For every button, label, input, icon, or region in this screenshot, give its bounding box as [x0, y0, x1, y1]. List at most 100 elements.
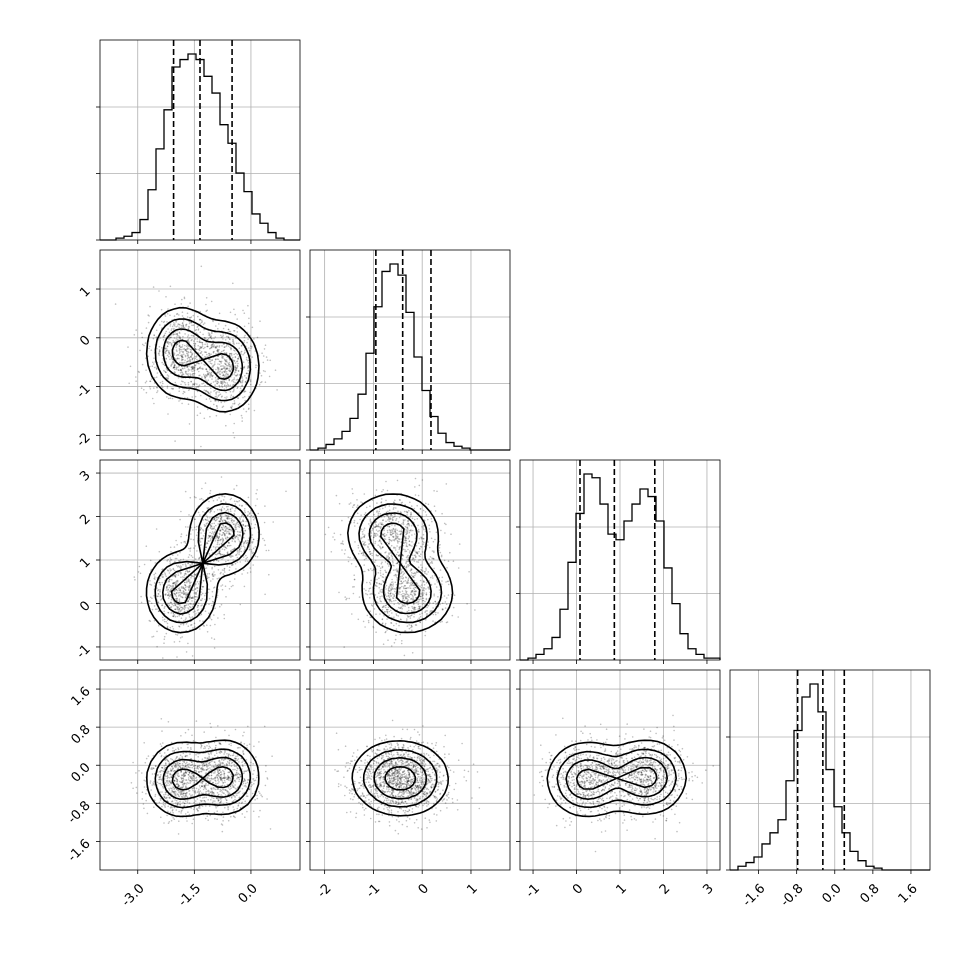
scatter-point — [404, 579, 407, 582]
scatter-point — [412, 599, 415, 601]
scatter-point — [182, 335, 184, 338]
scatter-point — [182, 368, 184, 370]
scatter-point — [157, 595, 159, 597]
scatter-point — [207, 373, 209, 376]
scatter-point — [408, 531, 411, 534]
scatter-point — [426, 610, 428, 612]
scatter-point — [225, 360, 227, 363]
scatter-point — [203, 417, 206, 420]
scatter-point — [182, 319, 185, 322]
scatter-point — [244, 381, 247, 383]
scatter-point — [369, 587, 372, 589]
scatter-point — [246, 572, 249, 574]
scatter-point — [165, 377, 168, 379]
scatter-point — [184, 572, 187, 575]
scatter-point — [422, 588, 425, 591]
scatter-point — [179, 324, 181, 326]
scatter-point — [182, 316, 185, 319]
scatter-point — [176, 332, 179, 335]
scatter-point — [189, 361, 191, 363]
scatter-point — [233, 388, 235, 390]
scatter-point — [236, 387, 239, 390]
scatter-point — [198, 370, 200, 373]
scatter-point — [196, 609, 199, 612]
scatter-point — [236, 373, 239, 376]
scatter-point — [391, 524, 393, 526]
scatter-point — [376, 510, 378, 512]
scatter-point — [356, 499, 358, 501]
scatter-point — [235, 553, 238, 556]
scatter-point — [175, 588, 177, 591]
scatter-point — [175, 582, 178, 585]
scatter-point — [167, 584, 169, 586]
scatter-point — [219, 605, 221, 608]
scatter-point — [392, 597, 394, 599]
scatter-point — [235, 528, 238, 530]
scatter-point — [238, 548, 241, 551]
scatter-point — [199, 526, 202, 529]
scatter-point — [243, 366, 246, 369]
scatter-point — [172, 351, 175, 354]
scatter-point — [381, 618, 384, 621]
scatter-point — [233, 330, 236, 332]
scatter-point — [264, 381, 267, 384]
scatter-point — [178, 331, 181, 334]
scatter-point — [430, 610, 433, 612]
scatter-point — [166, 586, 168, 588]
scatter-point — [192, 335, 195, 338]
scatter-point — [191, 766, 193, 769]
scatter-point — [177, 377, 180, 379]
scatter-point — [264, 370, 266, 373]
scatter-point — [224, 525, 227, 528]
scatter-point — [218, 394, 220, 396]
scatter-point — [185, 534, 188, 537]
scatter-point — [178, 314, 180, 316]
scatter-point — [363, 542, 365, 545]
scatter-point — [186, 362, 188, 365]
scatter-point — [411, 605, 413, 608]
scatter-point — [169, 285, 172, 288]
scatter-point — [381, 580, 384, 582]
scatter-point — [389, 593, 392, 595]
scatter-point — [211, 359, 214, 361]
scatter-point — [198, 347, 201, 350]
scatter-point — [186, 373, 189, 376]
scatter-point — [245, 377, 247, 379]
scatter-point — [351, 488, 354, 490]
scatter-point — [396, 532, 398, 534]
scatter-point — [198, 367, 201, 369]
scatter-point — [209, 347, 211, 350]
scatter-point — [380, 523, 383, 526]
scatter-point — [360, 528, 363, 530]
scatter-point — [211, 527, 214, 530]
scatter-point — [418, 537, 421, 540]
scatter-point — [183, 391, 186, 394]
scatter-point — [194, 518, 196, 521]
scatter-point — [276, 389, 278, 391]
scatter-point — [420, 537, 423, 540]
scatter-point — [175, 340, 177, 342]
scatter-point — [188, 793, 191, 795]
scatter-point — [216, 536, 218, 539]
scatter-point — [180, 623, 182, 626]
scatter-point — [195, 591, 197, 594]
scatter-point — [195, 332, 197, 334]
scatter-point — [363, 544, 366, 547]
scatter-point — [403, 510, 406, 513]
scatter-point — [342, 543, 345, 545]
scatter-point — [254, 546, 257, 548]
scatter-point — [375, 529, 378, 531]
scatter-point — [194, 614, 197, 616]
scatter-point — [236, 353, 239, 356]
scatter-point — [205, 398, 208, 401]
scatter-point — [451, 614, 454, 617]
scatter-point — [380, 574, 382, 577]
scatter-point — [255, 366, 257, 369]
scatter-point — [203, 322, 206, 324]
scatter-point — [446, 567, 448, 569]
scatter-point — [190, 606, 192, 609]
scatter-point — [144, 381, 147, 384]
scatter-point — [212, 381, 215, 383]
scatter-point — [164, 370, 166, 373]
scatter-point — [379, 598, 381, 600]
